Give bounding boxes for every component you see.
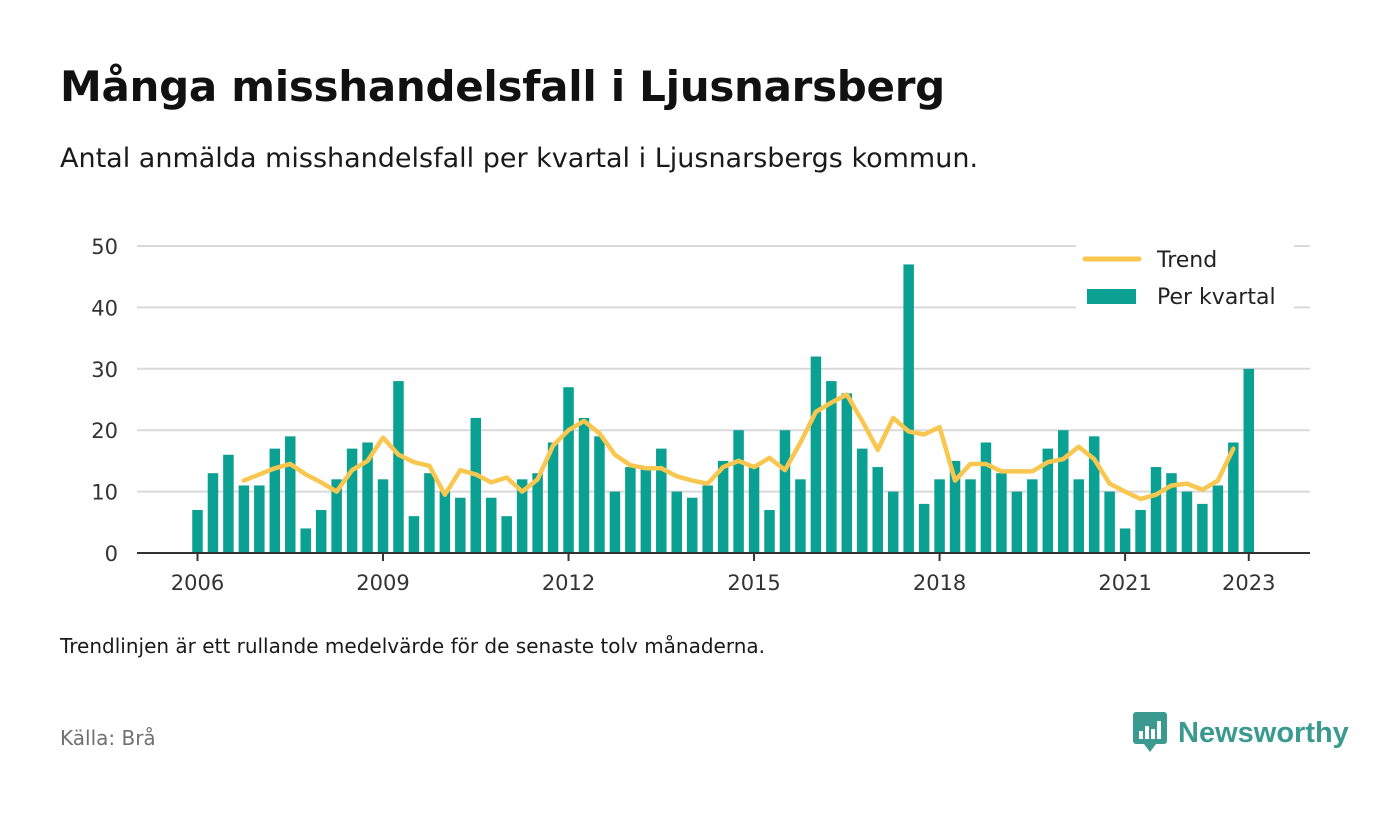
- y-tick-label-0: 0: [105, 542, 118, 566]
- bar-q36: [733, 430, 744, 553]
- bar-q38: [764, 510, 775, 553]
- bar-q20: [485, 497, 497, 553]
- bar-q53: [996, 473, 1007, 553]
- bar-q62: [1135, 510, 1146, 553]
- bar-q56: [1042, 448, 1054, 553]
- legend-label-trend: Trend: [1156, 248, 1217, 273]
- bar-q17: [439, 491, 451, 553]
- bar-q4: [238, 485, 250, 553]
- bar-q42: [826, 381, 837, 553]
- source-label: Källa: Brå: [60, 726, 156, 750]
- bar-q48: [918, 503, 930, 553]
- bar-q45: [872, 467, 883, 553]
- newsworthy-logo-icon: [1133, 712, 1167, 752]
- chart-title: Många misshandelsfall i Ljusnarsberg: [60, 62, 945, 111]
- bar-q6: [269, 448, 281, 553]
- bar-q29: [625, 467, 636, 553]
- axes: 0 10 20 30 40 50 2006 2009 2012 2015 2018 2021 2023: [91, 235, 1310, 595]
- bar-q9: [315, 510, 327, 553]
- bar-q54: [1011, 491, 1023, 553]
- bar-q16: [424, 473, 435, 553]
- legend: Trend Per kvartal: [1076, 240, 1294, 310]
- x-tick-label-2006: 2006: [171, 571, 224, 595]
- bar-q15: [408, 516, 420, 553]
- bar-q49: [934, 479, 945, 553]
- x-tick-label-2018: 2018: [913, 571, 966, 595]
- bar-q1: [192, 510, 203, 553]
- bar-q10: [331, 479, 342, 553]
- bar-q64: [1166, 473, 1177, 553]
- y-tick-label-50: 50: [91, 235, 118, 259]
- bar-q67: [1212, 485, 1224, 553]
- chart-subtitle: Antal anmälda misshandelsfall per kvarta…: [60, 143, 979, 174]
- trend-line: [241, 392, 1236, 502]
- bar-q32: [671, 491, 683, 553]
- bar-q25: [563, 387, 574, 553]
- x-tick-label-2021: 2021: [1098, 571, 1151, 595]
- bar-q55: [1027, 479, 1038, 553]
- bar-q27: [594, 436, 605, 553]
- bar-q23: [532, 473, 543, 553]
- bar-q37: [748, 467, 760, 553]
- bar-q65: [1181, 491, 1193, 553]
- x-tick-label-2009: 2009: [356, 571, 409, 595]
- bar-q39: [779, 430, 791, 553]
- bar-q30: [640, 467, 652, 553]
- bar-q40: [795, 479, 806, 553]
- bar-q28: [609, 491, 621, 553]
- bar-q63: [1150, 467, 1162, 553]
- y-tick-label-20: 20: [91, 419, 118, 443]
- bar-q43: [841, 393, 853, 553]
- bar-q69: [1243, 368, 1255, 553]
- bar-q24: [547, 442, 559, 553]
- legend-bar-swatch: [1087, 289, 1136, 304]
- bar-q60: [1104, 491, 1115, 553]
- bar-q3: [223, 454, 234, 553]
- bar-q46: [887, 491, 899, 553]
- legend-label-per-kvartal: Per kvartal: [1157, 285, 1276, 310]
- newsworthy-logo[interactable]: Newsworthy: [1133, 712, 1349, 754]
- x-tick-label-2012: 2012: [542, 571, 595, 595]
- bar-q41: [810, 356, 822, 553]
- x-tick-label-2015: 2015: [727, 571, 780, 595]
- newsworthy-logo-text: Newsworthy: [1178, 716, 1349, 749]
- x-tick-label-2023: 2023: [1222, 571, 1275, 595]
- bar-q68: [1228, 442, 1239, 553]
- bar-q47: [903, 264, 914, 553]
- bar-q31: [656, 448, 667, 553]
- bar-q58: [1073, 479, 1084, 553]
- bar-q14: [393, 381, 404, 553]
- bar-q52: [980, 442, 992, 553]
- bar-q44: [857, 448, 868, 553]
- bar-q18: [455, 497, 466, 553]
- bar-q66: [1197, 503, 1208, 553]
- bar-q19: [470, 417, 482, 553]
- bar-q34: [702, 485, 713, 553]
- bar-q50: [949, 460, 961, 553]
- bar-q21: [501, 516, 512, 553]
- bar-q13: [377, 479, 389, 553]
- bar-q33: [686, 497, 698, 553]
- bar-q59: [1088, 436, 1100, 553]
- bar-q22: [516, 479, 528, 553]
- trend-series: [241, 392, 1236, 502]
- bar-q61: [1119, 528, 1131, 553]
- bar-q11: [346, 448, 358, 553]
- bar-q8: [300, 528, 311, 553]
- bar-q26: [578, 417, 590, 553]
- bar-series: [192, 264, 1255, 553]
- bar-q5: [254, 485, 265, 553]
- bar-q57: [1058, 430, 1069, 553]
- trend-note: Trendlinjen är ett rullande medelvärde f…: [60, 634, 766, 658]
- bar-q12: [362, 442, 373, 553]
- bar-q51: [965, 479, 976, 553]
- bar-q7: [285, 436, 296, 553]
- y-tick-label-40: 40: [91, 296, 118, 320]
- bar-q2: [207, 473, 219, 553]
- y-tick-label-30: 30: [91, 358, 118, 382]
- bar-q35: [717, 460, 729, 553]
- y-tick-label-10: 10: [91, 481, 118, 505]
